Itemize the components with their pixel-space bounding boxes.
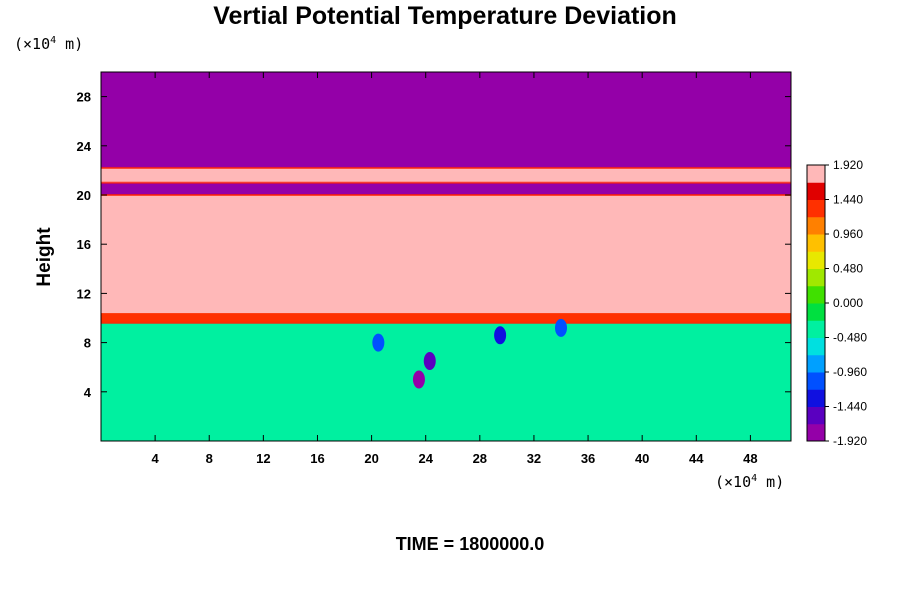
x-tick-label: 36 [581,451,595,466]
colorbar-swatch [807,251,825,269]
colorbar-swatch [807,320,825,338]
colorbar-swatch [807,406,825,425]
y-axis-unit: (×104 m) [14,35,83,53]
x-tick-label: 48 [743,451,757,466]
y-axis: 4 8 12 16 20 24 28 [77,90,791,400]
x-tick-label: 4 [152,451,160,466]
x-tick-label: 16 [310,451,324,466]
x-tick-label: 20 [364,451,378,466]
x-tick-label: 40 [635,451,649,466]
field-region-4 [101,313,791,323]
colorbar-swatch [807,303,825,321]
x-tick-label: 32 [527,451,541,466]
colorbar-swatch [807,354,825,373]
plot-area [101,72,791,441]
colorbar-tick-label: -0.480 [833,331,867,345]
colorbar-swatch [807,234,825,252]
colorbar-swatch [807,285,825,304]
x-tick-label: 8 [206,451,213,466]
y-tick-label: 12 [77,286,91,301]
y-tick-label: 20 [77,188,91,203]
layer-boundary-2 [101,194,791,196]
colorbar-swatch [807,165,825,183]
x-axis-unit: (×104 m) [715,473,784,491]
anomaly-1 [412,370,425,389]
colorbar-tick-label: -1.440 [833,400,867,414]
layer-boundary-1 [101,181,791,184]
colorbar-tick-label: 0.960 [833,227,863,241]
colorbar: 1.920 1.440 0.960 0.480 0.000 -0.480 -0.960 -1.… [806,158,867,448]
time-label: TIME = 1800000.0 [396,534,545,554]
plot-frame [100,71,792,442]
field-region-2 [101,182,791,195]
x-axis: 4 8 12 16 20 24 28 32 36 40 44 48 [152,72,758,466]
colorbar-swatch [807,268,825,287]
anomaly-4 [555,318,567,337]
y-tick-label: 28 [77,90,91,105]
colorbar-swatch [807,199,825,218]
field-region-1 [101,167,791,183]
colorbar-swatch [807,216,825,235]
layer-boundary-0 [101,166,791,169]
colorbar-swatch [807,423,825,442]
colorbar-tick-label: 1.440 [833,193,863,207]
chart-title: Vertial Potential Temperature Deviation [213,2,677,30]
anomaly-2 [372,333,385,352]
field-region-3 [101,195,791,314]
colorbar-tick-label: -0.960 [833,365,867,379]
y-tick-label: 16 [77,237,91,252]
colorbar-swatch [807,372,825,390]
x-tick-label: 44 [689,451,704,466]
y-tick-label: 8 [84,336,91,351]
anomaly-3 [494,326,507,345]
y-tick-label: 4 [84,385,92,400]
y-tick-label: 24 [77,139,92,154]
colorbar-swatch [807,337,825,356]
colorbar-tick-label: -1.920 [833,434,867,448]
anomaly-0 [423,352,436,371]
field-region-5 [101,322,791,441]
colorbar-tick-label: 0.000 [833,296,863,310]
field-region-0 [101,72,791,168]
x-tick-label: 28 [473,451,487,466]
y-axis-label: Height [34,227,55,287]
colorbar-tick-label: 1.920 [833,158,863,172]
layer-boundary-3 [101,321,791,324]
x-tick-label: 12 [256,451,270,466]
colorbar-swatch [807,389,825,407]
colorbar-swatch [807,182,825,200]
x-tick-label: 24 [418,451,433,466]
colorbar-tick-label: 0.480 [833,262,863,276]
